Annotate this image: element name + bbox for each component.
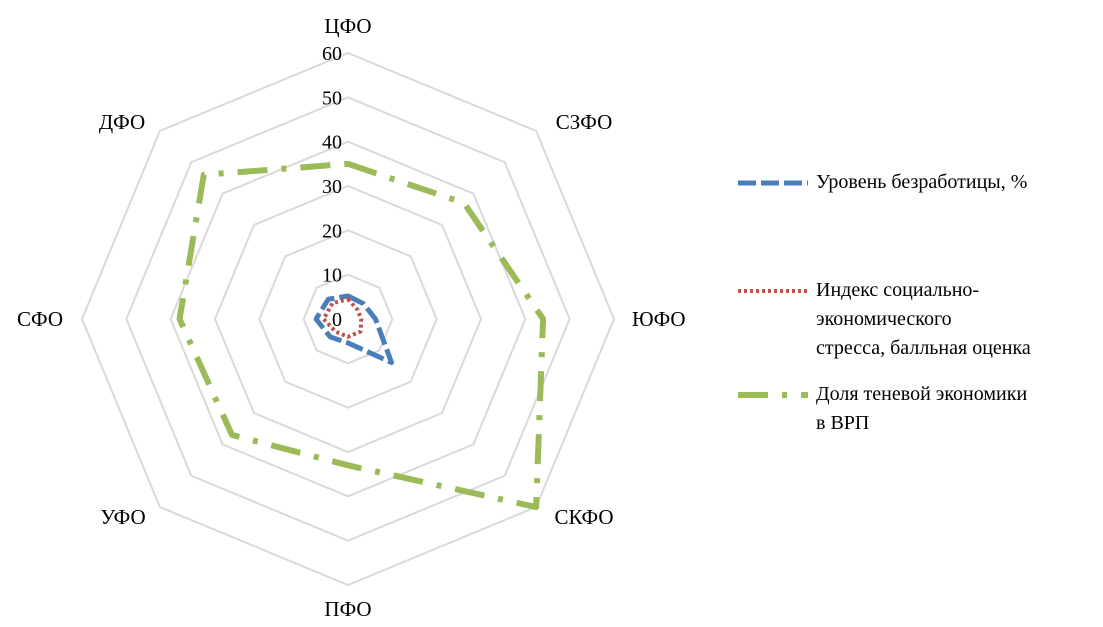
tick-label: 10 xyxy=(322,265,342,287)
legend-label: Индекс социально- xyxy=(816,279,979,301)
tick-label: 50 xyxy=(322,87,342,109)
category-label: СФО xyxy=(17,307,63,331)
tick-label: 30 xyxy=(322,176,342,198)
tick-label: 40 xyxy=(322,132,342,154)
category-labels: ЦФО СЗФО ЮФО СКФО ПФО УФО СФО ДФО xyxy=(17,14,686,621)
tick-label: 20 xyxy=(322,220,342,242)
legend-label: Доля теневой экономики xyxy=(816,383,1027,405)
series-line-1 xyxy=(316,296,391,363)
grid-ring xyxy=(215,186,481,452)
series-layer xyxy=(180,164,544,507)
category-label: УФО xyxy=(100,505,145,529)
category-label: ЮФО xyxy=(632,307,686,331)
tick-label: 60 xyxy=(322,43,342,65)
legend-label: в ВРП xyxy=(816,412,869,434)
category-label: СКФО xyxy=(554,505,613,529)
category-label: СЗФО xyxy=(556,110,613,134)
category-label: ДФО xyxy=(99,110,145,134)
category-label: ЦФО xyxy=(324,14,371,38)
grid-ring xyxy=(259,230,436,407)
category-label: ПФО xyxy=(324,597,371,621)
series-line-3 xyxy=(180,164,544,507)
series-line-2 xyxy=(324,299,362,337)
legend-label: Уровень безработицы, % xyxy=(816,171,1027,193)
legend: Уровень безработицы, % Индекс социально-э… xyxy=(738,171,1031,434)
legend-label: стресса, балльная оценка xyxy=(816,337,1031,359)
legend-label: экономического xyxy=(816,308,952,330)
grid-ring xyxy=(171,142,526,497)
